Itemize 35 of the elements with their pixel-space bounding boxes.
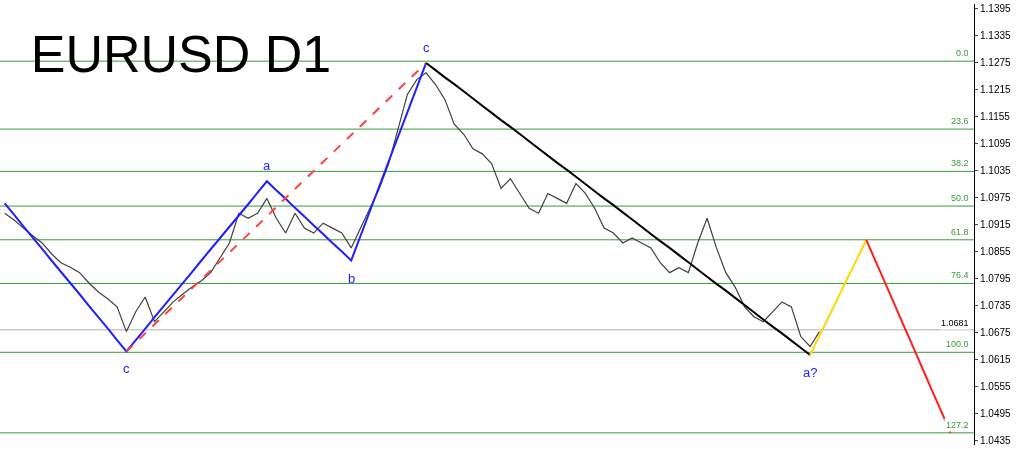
y-tick-label: 1.0495 — [980, 408, 1012, 419]
annotation: 38.2 — [951, 158, 969, 168]
y-tick-label: 1.1155 — [980, 111, 1011, 122]
annotation: 127.2 — [946, 420, 969, 430]
y-tick-label: 1.1215 — [980, 84, 1012, 95]
annotation: c — [423, 40, 430, 55]
y-tick-label: 1.0555 — [980, 381, 1012, 392]
y-tick-label: 1.0855 — [980, 246, 1012, 257]
y-tick-label: 1.1275 — [980, 57, 1012, 68]
y-tick-label: 1.0675 — [980, 327, 1012, 338]
annotation: 50.0 — [951, 193, 969, 203]
line-series — [4, 72, 821, 348]
y-tick-label: 1.0435 — [980, 435, 1012, 446]
y-tick-label: 1.0735 — [980, 300, 1012, 311]
y-tick-label: 1.0975 — [980, 192, 1012, 203]
y-tick-label: 1.1335 — [980, 30, 1012, 41]
annotation: 100.0 — [946, 339, 969, 349]
y-tick-label: 1.0795 — [980, 273, 1012, 284]
annotation: 23.6 — [951, 116, 969, 126]
y-tick-label: 1.1095 — [980, 138, 1012, 149]
annotation: a — [263, 158, 271, 173]
line-series — [425, 61, 812, 356]
y-tick-label: 1.1035 — [980, 165, 1012, 176]
annotation: c — [123, 361, 130, 376]
annotation: 61.8 — [951, 227, 969, 237]
line-series — [809, 238, 868, 356]
ref-line-label: 1.0681 — [941, 318, 969, 328]
y-tick-label: 1.0615 — [980, 354, 1012, 365]
y-tick-label: 1.0915 — [980, 219, 1012, 230]
y-tick-label: 1.1395 — [980, 3, 1012, 14]
annotation: b — [348, 271, 356, 286]
chart-title: EURUSD D1 — [30, 25, 332, 84]
annotation: a? — [803, 365, 818, 380]
annotation: 0.0 — [956, 48, 969, 58]
annotation: 76.4 — [951, 270, 969, 280]
